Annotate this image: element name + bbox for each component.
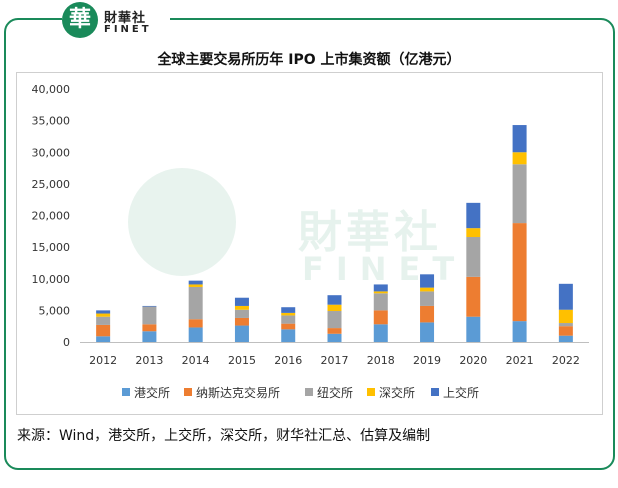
x-tick-label: 2014 [182, 354, 210, 367]
watermark-name-chinese: 財華社 [298, 207, 442, 258]
bar-segment [142, 305, 157, 307]
bar-segment [512, 152, 527, 165]
bar-segment [188, 286, 203, 320]
bar-segment [373, 284, 388, 292]
bar-segment [234, 309, 249, 318]
brand-name-chinese: 財華社 [104, 11, 147, 26]
legend-label: 纽交所 [317, 385, 353, 400]
bar-segment [142, 306, 157, 325]
bar-segment [234, 325, 249, 342]
bar-segment [96, 313, 111, 317]
source-note: 来源：Wind，港交所，上交所，深交所，财华社汇总、估算及编制 [17, 428, 431, 444]
bar-segment [188, 327, 203, 342]
bar-segment [558, 283, 573, 310]
y-tick-label: 20,000 [32, 210, 71, 223]
x-tick-label: 2016 [274, 354, 302, 367]
legend-label: 深交所 [379, 385, 415, 400]
legend-swatch [122, 388, 130, 396]
bar-segment [466, 202, 481, 229]
y-tick-label: 30,000 [32, 146, 71, 159]
brand-name-english: FINET [104, 24, 152, 35]
bar-segment [558, 323, 573, 327]
x-tick-label: 2019 [413, 354, 441, 367]
y-tick-label: 15,000 [32, 241, 71, 254]
bar-segment [373, 291, 388, 294]
bar-segment [373, 293, 388, 311]
bar-segment [188, 284, 203, 287]
bar-segment [142, 324, 157, 332]
y-tick-label: 10,000 [32, 273, 71, 286]
bar-segment [96, 324, 111, 337]
bar-segment [558, 335, 573, 342]
x-tick-label: 2018 [367, 354, 395, 367]
bar-segment [466, 228, 481, 238]
bar-segment [327, 304, 342, 312]
bar-segment [512, 223, 527, 322]
y-tick-label: 25,000 [32, 178, 71, 191]
brand-header: 華 財華社 FINET [62, 2, 170, 40]
bar-segment [281, 323, 296, 330]
legend-swatch [305, 388, 313, 396]
bar-segment [96, 310, 111, 314]
bar-segment [512, 321, 527, 342]
bar-segment [466, 237, 481, 277]
bar-segment [420, 322, 435, 342]
bar-segment [420, 287, 435, 292]
bar-segment [373, 310, 388, 325]
chart-title: 全球主要交易所历年 IPO 上市集资额（亿港元） [157, 52, 461, 68]
bar-segment [281, 315, 296, 324]
bar-segment [466, 276, 481, 317]
x-tick-label: 2020 [459, 354, 487, 367]
finet-logo-icon: 華 [62, 2, 98, 38]
bar-segment [420, 274, 435, 288]
x-tick-label: 2017 [321, 354, 349, 367]
legend-swatch [184, 388, 192, 396]
bar-segment [327, 295, 342, 305]
bar-segment [96, 316, 111, 325]
legend-swatch [431, 388, 439, 396]
bar-segment [512, 164, 527, 224]
x-tick-label: 2022 [552, 354, 580, 367]
bar-segment [327, 311, 342, 329]
bar-segment [327, 333, 342, 342]
bar-segment [466, 316, 481, 342]
legend-label: 纳斯达克交易所 [196, 385, 280, 400]
y-tick-label: 35,000 [32, 115, 71, 128]
y-tick-label: 5,000 [39, 304, 71, 317]
bar-segment [558, 309, 573, 324]
bar-segment [234, 317, 249, 326]
legend-label: 港交所 [134, 385, 170, 400]
bar-segment [281, 307, 296, 313]
watermark-logo-icon [128, 168, 236, 276]
x-tick-label: 2021 [506, 354, 534, 367]
legend-swatch [367, 388, 375, 396]
bar-segment [558, 326, 573, 336]
bar-segment [281, 312, 296, 316]
y-tick-label: 0 [63, 336, 70, 349]
x-tick-label: 2015 [228, 354, 256, 367]
x-tick-label: 2013 [135, 354, 163, 367]
bar-segment [512, 125, 527, 153]
bar-segment [373, 324, 388, 342]
bar-segment [327, 328, 342, 334]
bar-segment [142, 331, 157, 342]
bar-segment [420, 291, 435, 306]
bar-segment [420, 305, 435, 323]
legend-label: 上交所 [443, 385, 479, 400]
bar-segment [234, 305, 249, 310]
bar-segment [234, 297, 249, 306]
x-tick-label: 2012 [89, 354, 117, 367]
chart-plot-box [16, 72, 603, 415]
bar-segment [281, 329, 296, 342]
y-tick-label: 40,000 [32, 83, 71, 96]
bar-segment [96, 336, 111, 342]
bar-segment [188, 319, 203, 328]
bar-segment [188, 280, 203, 285]
